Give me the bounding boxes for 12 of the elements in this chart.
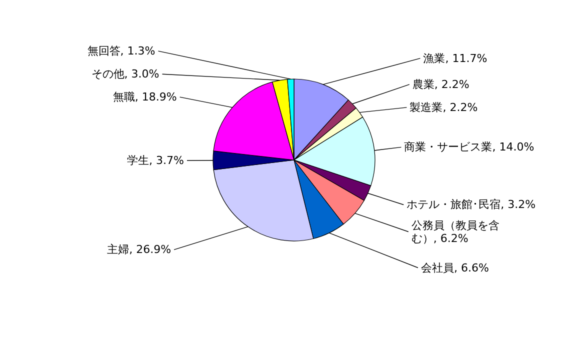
slice-label: 商業・サービス業, 14.0% — [404, 140, 534, 154]
slice-label: 会社員, 6.6% — [420, 261, 489, 274]
slice-label: ホテル・旅館･民宿, 3.2% — [406, 198, 536, 212]
slice-label: 漁業, 11.7% — [423, 52, 488, 65]
slice-label: 無職, 18.9% — [112, 90, 177, 104]
slice-label: 公務員（教員を含む）, 6.2% — [411, 218, 500, 245]
slice-label: 無回答, 1.3% — [87, 44, 156, 58]
slice-label: 製造業, 2.2% — [410, 100, 478, 114]
slice-label: 農業, 2.2% — [412, 78, 470, 91]
slice-label: 学生, 3.7% — [127, 154, 184, 168]
slice-label: その他, 3.0% — [91, 68, 160, 81]
slice-label: 主婦, 26.9% — [107, 243, 172, 256]
